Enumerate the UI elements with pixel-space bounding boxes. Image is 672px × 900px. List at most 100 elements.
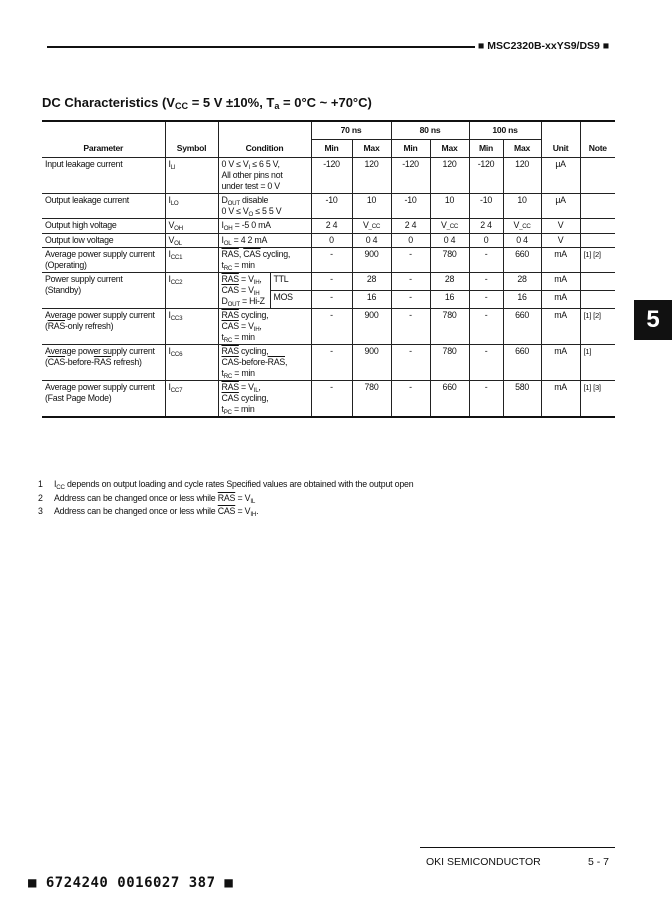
overbar-signal: CAS [221,393,240,403]
text-run: = 0°C ~ +70°C) [279,95,372,110]
text-run: = min [232,332,255,342]
text-line: All other pins not [222,170,308,181]
value-cell: 10 [502,193,542,219]
value-cell: - [310,272,353,291]
cell-value: -120 [402,159,419,169]
text-run: = -5 0 mA [232,220,271,230]
cell-value: - [484,249,488,259]
unit-cell: mA [540,290,581,309]
text-line: RAS cycling, [222,346,308,357]
unit-cell: mA [540,344,581,381]
value-cell: 0 [468,233,504,248]
text-line: RAS cycling, [222,310,308,321]
cell-value: - [484,292,488,302]
value-cell: - [468,344,504,381]
header-symbol: Symbol [164,120,219,158]
subscript: CC7 [170,387,183,394]
cell-value: - [409,346,412,356]
text-line: Average power supply current [45,249,162,260]
overbar-signal: RAS [93,357,112,367]
text-line: DOUT disable [222,195,308,207]
value-cell: 16 [351,290,392,309]
header-min: Min [311,139,353,158]
text-run: , [238,249,244,259]
parameter-cell: Average power supply current (CAS-before-… [42,344,166,381]
text-run: I [168,274,171,284]
cell-value: 660 [442,382,457,392]
table-row: Output leakage current ILO DOUT disable 0 V… [42,193,616,219]
text-run: I [168,310,171,320]
value-cell: - [390,290,431,309]
value-cell: - [390,272,431,291]
cell-value: - [409,292,412,302]
value-cell: -10 [310,193,353,219]
value-cell: - [468,290,504,309]
note-cell [579,218,616,234]
value-cell: - [468,380,504,418]
section-tab: 5 [634,300,672,340]
cell-value: - [409,249,412,259]
text-run: = min [231,404,255,414]
text-run: t [221,368,224,378]
text-run: (Fast Page Mode) [45,393,112,403]
cell-value: 28 [366,274,377,284]
text-run: cycling, [238,346,269,356]
value-cell: 28 [351,272,392,291]
cell-value: 16 [444,292,455,302]
value-cell: 660 [502,308,542,345]
cell-value: -120 [323,159,340,169]
header-rule [47,46,475,48]
unit-cell: μA [540,157,581,194]
text-line: Input leakage current [45,159,162,170]
subscript: OUT [227,301,241,308]
value-cell: 2 4 [310,218,353,234]
text-run: = min [232,368,255,378]
text-run: DC Characteristics (V [42,95,175,110]
table-row: Output high voltage VOH IOH = -5 0 mA 2 4 V_… [42,218,616,234]
subscript: IL [253,387,259,394]
value-cell: 660 [429,380,470,418]
text-line: IOL = 4 2 mA [222,235,308,247]
cell-value: 2 4 [325,220,338,230]
subscript: IH [250,511,257,518]
table-row: Power supply current (Standby) ICC2 RAS = V… [42,272,616,309]
text-run: Average power supply current [45,382,155,392]
value-cell: 900 [351,344,392,381]
value-cell: - [310,380,353,418]
condition-cell: IOL = 4 2 mA [217,233,312,248]
subscript: LI [170,164,176,171]
cell-value: 28 [444,274,455,284]
text-run: -only refresh) [65,321,114,331]
value-cell: 0 4 [502,233,542,248]
header-speed: 100 ns [468,120,542,140]
subscript: CC2 [170,279,183,286]
value-cell: 2 4 [468,218,504,234]
note-cell [579,290,616,309]
text-run: cycling, [238,310,269,320]
text-line: CAS = VIH [222,285,267,297]
text-run: I [168,382,171,392]
text-run: (Standby) [45,285,81,295]
parameter-cell: Output leakage current [42,193,166,219]
text-line: (Operating) [45,260,162,271]
text-run: ( [45,357,48,367]
text-run: disable [239,195,269,205]
table-row: Average power supply current (Fast Page M… [42,380,616,418]
cell-value: 2 4 [480,220,492,230]
overbar-signal: CAS [47,357,66,367]
text-line: (CAS-before-RAS refresh) [45,357,162,368]
text-run: , [258,382,261,392]
cell-value: 900 [364,310,379,320]
value-cell: - [310,344,353,381]
text-run: = 4 2 mA [231,235,268,245]
cell-value: 900 [364,346,379,356]
text-line: tRC = min [221,368,308,380]
value-cell: 120 [502,157,542,194]
text-run: ( [45,321,48,331]
cell-value: 0 [408,235,413,245]
cell-value: - [330,249,333,259]
value-cell: - [390,247,431,273]
symbol-cell: VOH [164,218,219,234]
header-parameter: Parameter [42,120,166,158]
text-run: I [168,346,171,356]
